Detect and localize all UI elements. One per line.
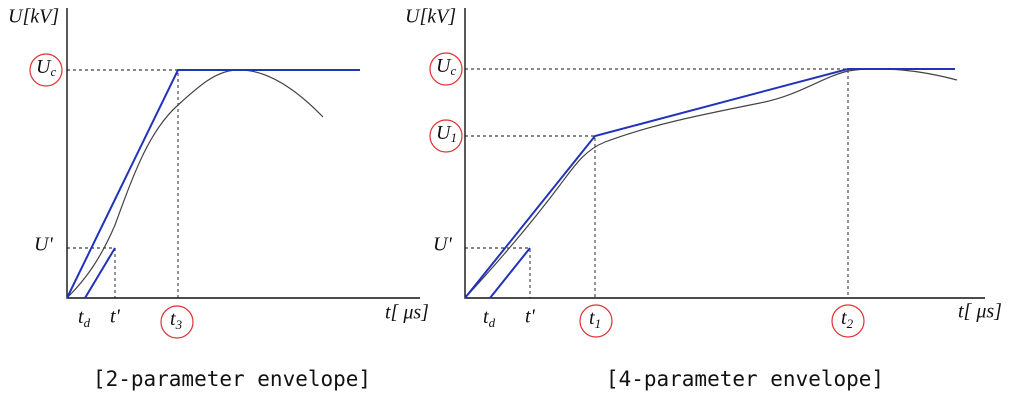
x-axis-label: t[ μs] bbox=[958, 301, 1002, 323]
label-part: d bbox=[489, 315, 496, 330]
y-axis-label: U[kV] bbox=[8, 6, 59, 28]
y-label: Uc bbox=[436, 55, 456, 78]
label-part: U bbox=[436, 122, 452, 144]
label-part: t bbox=[170, 308, 176, 330]
y-axis-label: U[kV] bbox=[405, 6, 456, 28]
highlight bbox=[579, 304, 613, 338]
caption: [4-parameter envelope] bbox=[606, 367, 884, 391]
x-label: t2 bbox=[841, 307, 854, 331]
label-part: d bbox=[84, 315, 91, 330]
x-label: t3 bbox=[170, 308, 183, 332]
label-part: 1 bbox=[595, 316, 602, 331]
highlight bbox=[160, 305, 194, 339]
label-part: c bbox=[50, 64, 56, 79]
x-label: td bbox=[78, 306, 91, 330]
label-part: t bbox=[483, 306, 489, 328]
highlight bbox=[429, 52, 463, 86]
envelope bbox=[66, 69, 360, 299]
highlight bbox=[831, 304, 865, 338]
y-label: U' bbox=[433, 234, 452, 256]
axes bbox=[66, 8, 420, 299]
label-part: t bbox=[589, 307, 595, 329]
voltage-curve bbox=[66, 69, 324, 299]
x-label: t' bbox=[525, 306, 536, 328]
label-part: U bbox=[436, 55, 452, 77]
x-label: t' bbox=[110, 306, 121, 328]
label-part: 2 bbox=[847, 316, 854, 331]
panel-2-parameter: U[kV] t[ μs] Uc U' td t' t3 [2-parameter… bbox=[8, 6, 429, 391]
x-axis-label: t[ μs] bbox=[385, 302, 429, 324]
x-label: td bbox=[483, 306, 496, 330]
x-label: t1 bbox=[589, 307, 601, 331]
label-part: t bbox=[78, 306, 84, 328]
label-part: 3 bbox=[175, 317, 183, 332]
y-label: U' bbox=[34, 234, 53, 256]
y-label: U1 bbox=[436, 122, 457, 145]
label-part: U bbox=[36, 56, 52, 78]
highlight bbox=[29, 53, 63, 87]
caption: [2-parameter envelope] bbox=[93, 367, 371, 391]
label-part: c bbox=[450, 63, 456, 78]
envelope bbox=[464, 68, 955, 299]
panel-4-parameter: U[kV] t[ μs] Uc U1 U' td t' t1 t2 [4-par… bbox=[405, 6, 1002, 391]
y-label: Uc bbox=[36, 56, 56, 79]
label-part: 1 bbox=[450, 130, 457, 145]
axes bbox=[464, 8, 985, 299]
highlight bbox=[429, 119, 463, 153]
voltage-curve bbox=[464, 68, 958, 299]
guide-lines bbox=[465, 68, 849, 298]
label-part: t bbox=[841, 307, 847, 329]
